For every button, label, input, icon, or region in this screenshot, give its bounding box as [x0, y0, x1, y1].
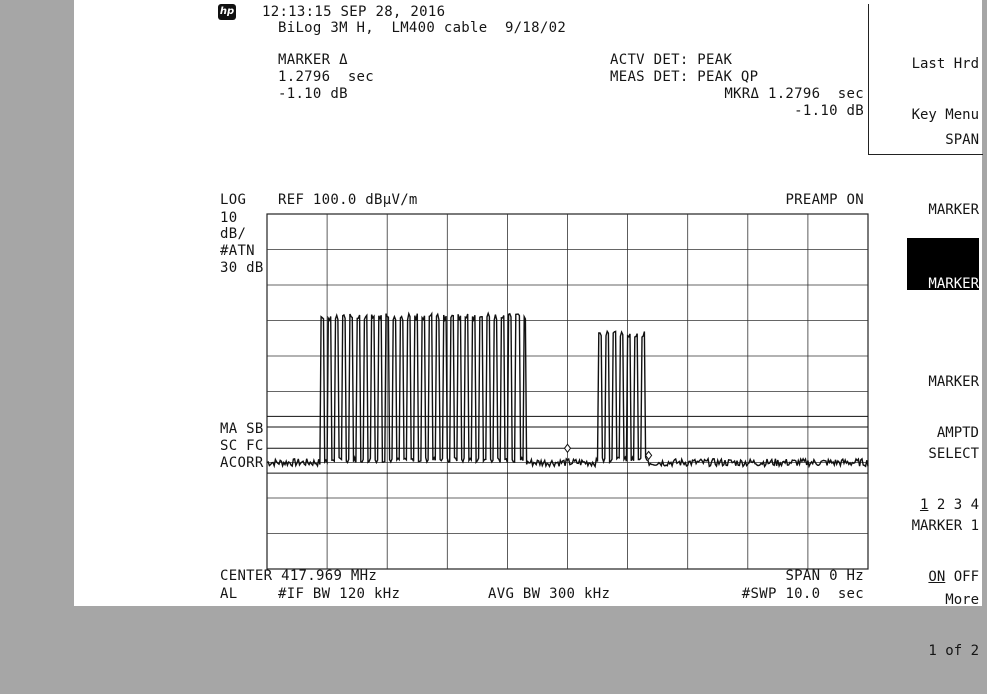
attenuation-value: 30 dB — [220, 260, 264, 276]
side-label-ma-sb: MA SB — [220, 421, 264, 437]
last-hard-key-box — [868, 4, 983, 155]
side-label-acorr: ACORR — [220, 455, 264, 471]
off-option: OFF — [945, 569, 979, 585]
softkey-more[interactable]: More 1 of 2 — [869, 558, 979, 694]
softkey-span[interactable]: SPAN — [869, 98, 979, 183]
setup-title: BiLog 3M H, LM400 cable 9/18/02 — [278, 20, 567, 36]
center-frequency: CENTER 417.969 MHz — [220, 568, 378, 584]
preamp-status: PREAMP ON — [785, 192, 864, 208]
analyzer-screen: hp 12:13:15 SEP 28, 2016 BiLog 3M H, LM4… — [74, 0, 983, 659]
softkey-label: AMPTD — [936, 425, 979, 441]
softkey-label: Last Hrd — [911, 56, 979, 72]
active-detector: ACTV DET: PEAK — [610, 52, 733, 68]
selected-option: 1 — [919, 497, 929, 513]
side-label-sc-fc: SC FC — [220, 438, 264, 454]
delta-icon: Δ — [971, 334, 979, 348]
marker-time: 1.2796 sec — [278, 69, 375, 85]
marker-amplitude: -1.10 dB — [278, 86, 348, 102]
softkey-label: MARKER 1 — [911, 518, 979, 534]
softkey-label: SPAN — [945, 132, 979, 148]
datetime: 12:13:15 SEP 28, 2016 — [262, 4, 446, 20]
softkey-marker-amptd[interactable]: MARKER AMPTD — [869, 340, 979, 476]
marker-delta-time: MKRΔ 1.2796 sec — [724, 86, 864, 102]
softkey-label: MARKER — [928, 202, 979, 218]
al-label: AL — [220, 586, 238, 602]
softkey-label: 1 of 2 — [928, 643, 979, 659]
signal-trace — [266, 311, 869, 469]
softkey-label: MARKER — [928, 276, 979, 292]
db-per-division-unit: dB/ — [220, 226, 247, 242]
attenuation-label: #ATN — [220, 243, 255, 259]
softkey-on-off: ON OFF — [869, 569, 979, 586]
on-option: ON — [928, 569, 946, 585]
log-scale-label: LOG — [220, 192, 247, 208]
softkey-label: SELECT — [928, 446, 979, 462]
measure-detector: MEAS DET: PEAK QP — [610, 69, 759, 85]
softkey-select-marker[interactable]: SELECT 1 2 3 4 — [869, 412, 979, 548]
softkey-last-hrd-key-menu[interactable]: Last Hrd Key Menu — [869, 22, 979, 158]
softkey-label: More — [945, 592, 979, 608]
softkey-label: MARKER — [928, 374, 979, 390]
softkey-label: Key Menu — [911, 107, 979, 123]
marker-diamond-icon — [563, 443, 572, 454]
if-bandwidth: #IF BW 120 kHz — [278, 586, 401, 602]
avg-bandwidth: AVG BW 300 kHz — [488, 586, 611, 602]
sweep-time: #SWP 10.0 sec — [741, 586, 864, 602]
marker-delta-amplitude: -1.10 dB — [794, 103, 864, 119]
marker-diamond-icon — [645, 450, 653, 461]
hp-logo-icon: hp — [218, 4, 236, 20]
other-options: 2 3 4 — [928, 497, 979, 513]
softkey-options: 1 2 3 4 — [869, 497, 979, 514]
trace-markers — [563, 443, 653, 461]
trace-line — [266, 311, 869, 469]
span-value: SPAN 0 Hz — [785, 568, 864, 584]
reference-level: REF 100.0 dBµV/m — [278, 192, 418, 208]
softkey-marker-delta[interactable]: MARKER Δ — [907, 238, 979, 348]
trace-plot — [266, 213, 869, 570]
marker-label: MARKER Δ — [278, 52, 348, 68]
softkey-marker-1-on-off[interactable]: MARKER 1 ON OFF — [869, 484, 979, 620]
db-per-division: 10 — [220, 210, 238, 226]
